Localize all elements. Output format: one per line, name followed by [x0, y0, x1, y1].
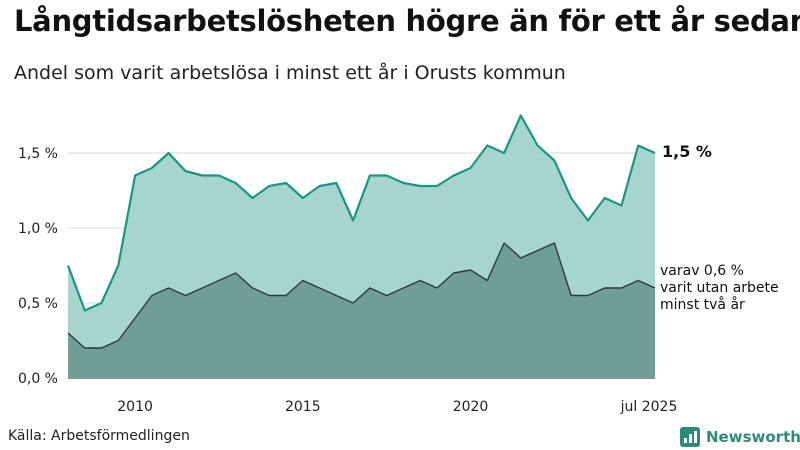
y-tick-label: 1,0 % — [18, 221, 58, 237]
two-year-label-line-2: varit utan arbete — [660, 280, 779, 296]
total-value-label: 1,5 % — [662, 142, 712, 161]
x-tick-label: 2015 — [285, 399, 321, 415]
two-year-label-line-1: varav 0,6 % — [660, 263, 744, 279]
y-tick-label: 0,5 % — [18, 296, 58, 312]
y-tick-label: 0,0 % — [18, 371, 58, 387]
brand-logo: Newsworthy — [680, 425, 800, 449]
two-year-line — [67, 242, 656, 349]
chart-subtitle: Andel som varit arbetslösa i minst ett å… — [14, 62, 566, 84]
brand-name: Newsworthy — [706, 428, 800, 446]
two-year-area — [68, 243, 655, 378]
y-tick-label: 1,5 % — [18, 146, 58, 162]
source-note: Källa: Arbetsförmedlingen — [8, 428, 190, 444]
x-tick-label: 2010 — [117, 399, 153, 415]
chart-title: Långtidsarbetslösheten högre än för ett … — [14, 4, 800, 38]
two-year-label-line-3: minst två år — [660, 296, 745, 313]
x-tick-label: jul 2025 — [620, 399, 678, 415]
newsworthy-logo-icon — [680, 427, 700, 447]
total-line — [66, 114, 656, 312]
x-tick-label: 2020 — [453, 399, 489, 415]
